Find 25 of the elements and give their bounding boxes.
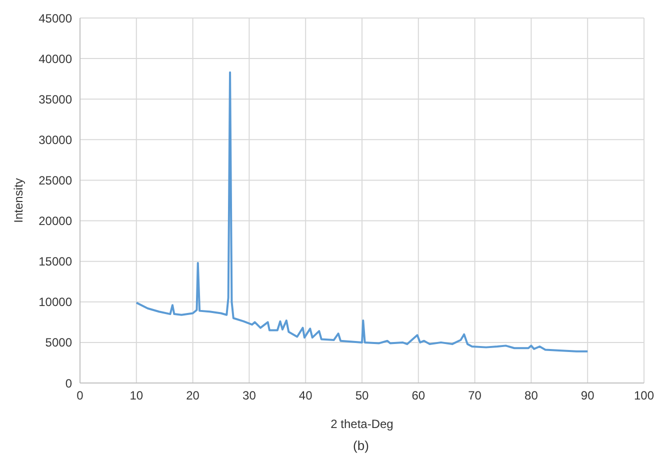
x-tick-label: 30 [242,388,256,403]
text: (b) [352,438,370,453]
y-tick-label: 45000 [38,11,72,26]
y-tick-label: 35000 [38,92,72,106]
x-tick-label: 90 [580,388,595,403]
y-tick-label: 0 [65,376,72,390]
x-tick-label: 40 [298,388,313,403]
x-axis-title: 2 theta-Deg [330,417,394,431]
x-tick-label: 80 [524,388,538,403]
y-tick-label: 10000 [38,295,72,310]
x-tick-label: 50 [355,388,369,403]
x-tick-label: 70 [468,388,482,403]
y-tick-label: 5000 [45,336,72,350]
x-tick-label: 0 [76,388,84,403]
y-tick-label: 25000 [38,173,72,188]
x-tick-label: 60 [412,388,426,403]
y-tick-label: 30000 [38,132,72,147]
x-tick-label: 10 [130,388,144,403]
y-axis-title: Intensity [11,178,26,223]
y-tick-label: 15000 [38,254,72,269]
y-tick-label: 20000 [38,214,72,228]
x-tick-label: 20 [186,388,200,403]
line-series [135,71,589,352]
x-tick-label: 100 [634,388,654,403]
y-tick-label: 40000 [38,52,72,66]
